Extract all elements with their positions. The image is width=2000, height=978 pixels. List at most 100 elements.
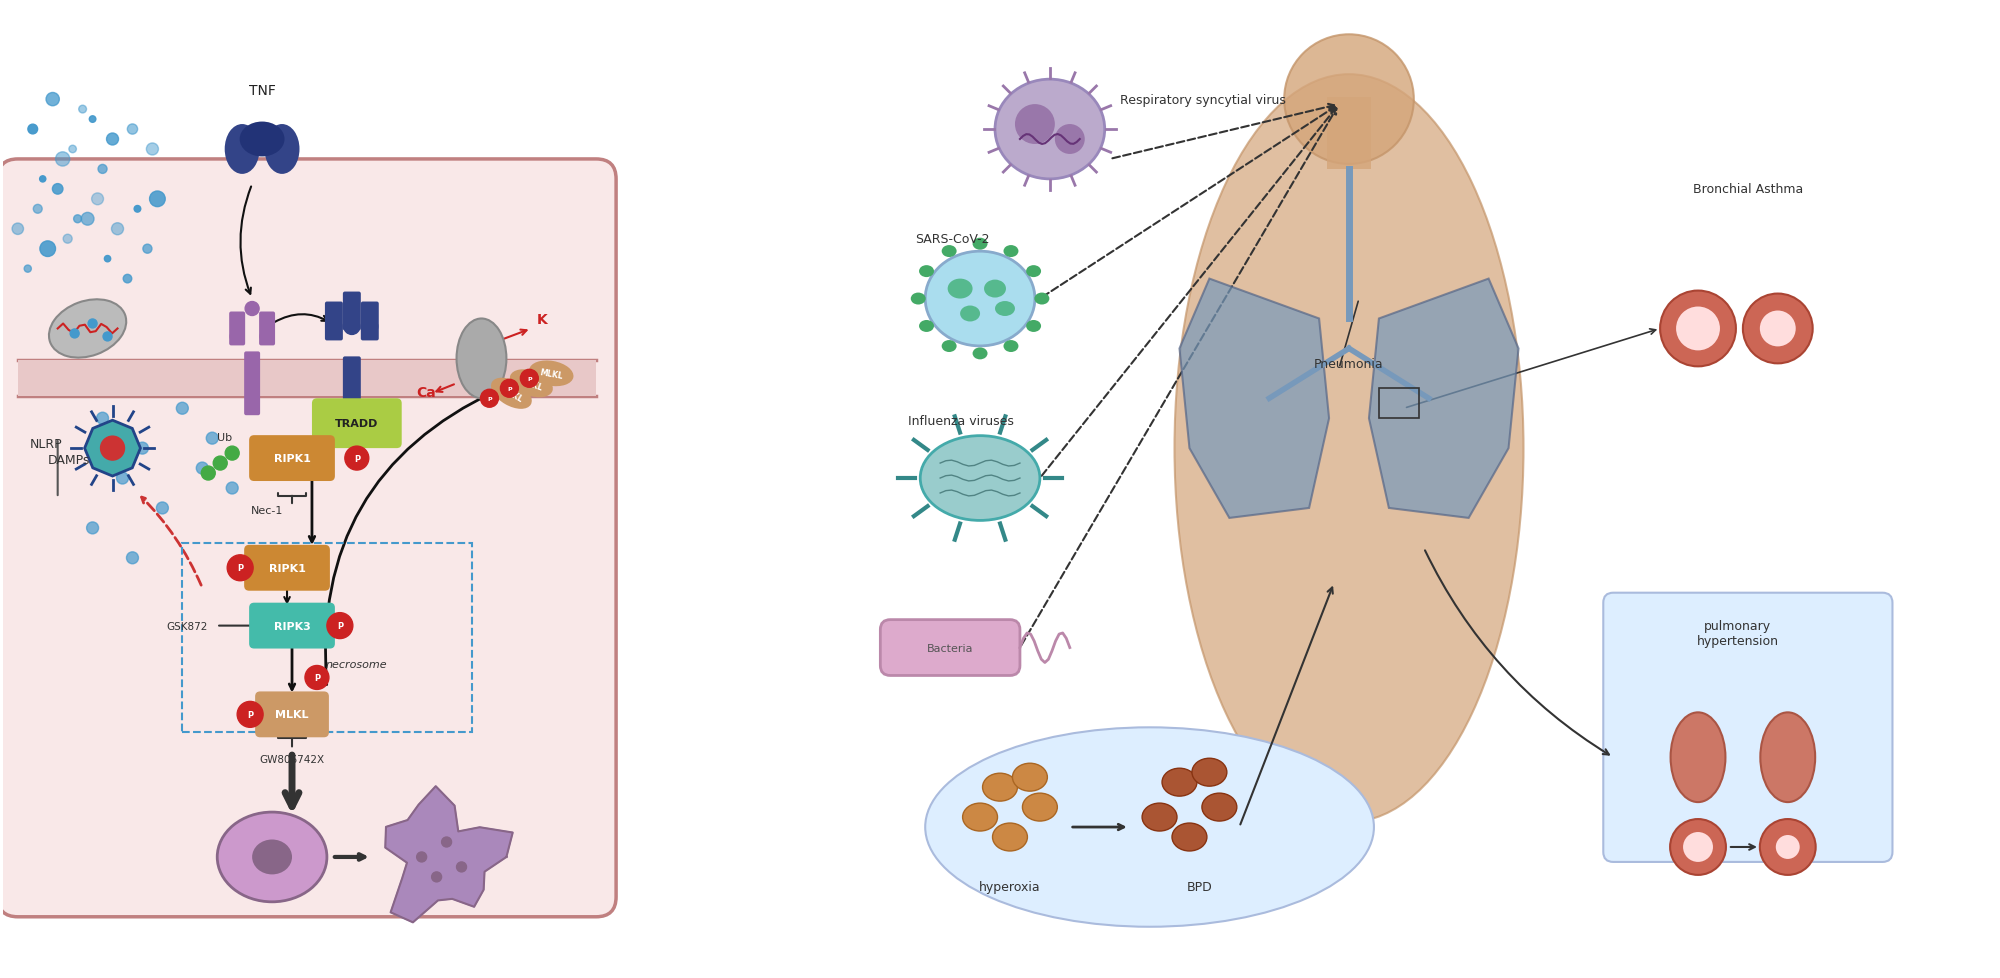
Text: P: P — [528, 377, 532, 381]
Ellipse shape — [252, 840, 292, 874]
Circle shape — [260, 331, 274, 344]
Circle shape — [142, 244, 152, 254]
Circle shape — [456, 862, 466, 872]
Text: BPD: BPD — [1186, 880, 1212, 894]
Circle shape — [86, 522, 98, 534]
Text: RIPK1: RIPK1 — [268, 563, 306, 573]
Polygon shape — [386, 786, 512, 922]
Circle shape — [344, 447, 368, 470]
Ellipse shape — [910, 293, 926, 305]
Circle shape — [304, 666, 328, 689]
Circle shape — [226, 482, 238, 495]
Bar — [1378, 389, 1418, 419]
FancyBboxPatch shape — [230, 312, 246, 346]
Ellipse shape — [972, 239, 988, 250]
Circle shape — [112, 224, 124, 236]
Circle shape — [1014, 105, 1054, 145]
Circle shape — [230, 331, 244, 344]
Circle shape — [362, 319, 378, 335]
Circle shape — [1760, 311, 1796, 347]
Text: pulmonary
hypertension: pulmonary hypertension — [1696, 619, 1778, 646]
Circle shape — [24, 266, 32, 273]
Ellipse shape — [218, 813, 326, 902]
Circle shape — [116, 472, 128, 484]
Circle shape — [136, 443, 148, 455]
Text: P: P — [314, 673, 320, 683]
Ellipse shape — [1172, 823, 1206, 851]
Text: P: P — [488, 396, 492, 401]
Text: K: K — [536, 313, 548, 327]
Ellipse shape — [48, 300, 126, 358]
Ellipse shape — [1004, 245, 1018, 258]
Circle shape — [40, 242, 56, 257]
Text: TNF: TNF — [248, 84, 276, 98]
Circle shape — [124, 275, 132, 284]
Text: P: P — [248, 710, 254, 719]
Ellipse shape — [1142, 803, 1176, 831]
Circle shape — [206, 432, 218, 445]
Circle shape — [416, 852, 426, 862]
Ellipse shape — [240, 122, 284, 157]
FancyBboxPatch shape — [342, 357, 360, 425]
Circle shape — [92, 194, 104, 205]
Circle shape — [34, 205, 42, 214]
Polygon shape — [1368, 280, 1518, 518]
FancyBboxPatch shape — [1328, 98, 1370, 170]
Circle shape — [196, 463, 208, 474]
Circle shape — [520, 370, 538, 388]
Ellipse shape — [224, 125, 260, 175]
FancyBboxPatch shape — [244, 546, 330, 591]
FancyBboxPatch shape — [256, 691, 328, 737]
Ellipse shape — [962, 803, 998, 831]
Ellipse shape — [926, 728, 1374, 927]
Text: Ub: Ub — [216, 432, 232, 443]
Ellipse shape — [264, 125, 300, 175]
Circle shape — [246, 302, 260, 316]
Ellipse shape — [920, 266, 934, 278]
Ellipse shape — [942, 340, 956, 353]
Circle shape — [1776, 835, 1800, 859]
Ellipse shape — [948, 280, 972, 299]
Ellipse shape — [1670, 713, 1726, 802]
Ellipse shape — [960, 306, 980, 322]
Ellipse shape — [920, 436, 1040, 521]
Ellipse shape — [490, 378, 532, 410]
Ellipse shape — [992, 823, 1028, 851]
Circle shape — [1742, 294, 1812, 364]
Text: MLKL: MLKL — [276, 710, 308, 720]
Text: GSK872: GSK872 — [166, 621, 208, 631]
Circle shape — [156, 503, 168, 514]
Circle shape — [146, 144, 158, 156]
Ellipse shape — [510, 370, 552, 398]
Ellipse shape — [926, 252, 1034, 346]
FancyBboxPatch shape — [312, 399, 402, 449]
Text: necrosome: necrosome — [326, 660, 388, 670]
Circle shape — [96, 413, 108, 424]
FancyBboxPatch shape — [250, 603, 334, 648]
Ellipse shape — [456, 319, 506, 399]
Text: P: P — [336, 621, 342, 631]
Text: Influenza viruses: Influenza viruses — [908, 415, 1014, 427]
Ellipse shape — [1034, 293, 1050, 305]
Circle shape — [500, 379, 518, 398]
Circle shape — [238, 701, 264, 728]
Circle shape — [12, 224, 24, 236]
Circle shape — [126, 553, 138, 564]
Text: GW806742X: GW806742X — [260, 754, 324, 765]
FancyBboxPatch shape — [342, 292, 360, 332]
Circle shape — [46, 93, 60, 107]
Circle shape — [104, 256, 110, 262]
Text: TRADD: TRADD — [336, 419, 378, 428]
Text: Nec-1: Nec-1 — [250, 506, 284, 515]
Ellipse shape — [1760, 713, 1816, 802]
Circle shape — [480, 390, 498, 408]
Circle shape — [226, 447, 240, 461]
Circle shape — [78, 106, 86, 113]
Text: RIPK1: RIPK1 — [274, 454, 310, 464]
Ellipse shape — [1022, 793, 1058, 822]
Ellipse shape — [920, 321, 934, 333]
Circle shape — [326, 613, 352, 639]
Text: DAMPs: DAMPs — [48, 454, 90, 467]
Ellipse shape — [1202, 793, 1236, 822]
FancyBboxPatch shape — [250, 436, 334, 481]
